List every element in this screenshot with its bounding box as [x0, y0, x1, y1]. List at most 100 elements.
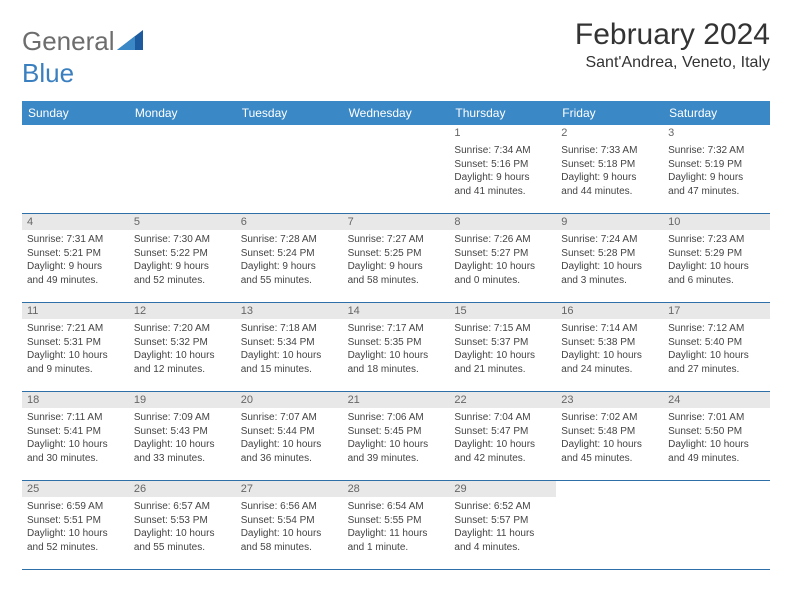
- day-info: Sunrise: 7:02 AMSunset: 5:48 PMDaylight:…: [561, 411, 658, 465]
- day-info-line: Daylight: 10 hours: [134, 438, 231, 452]
- day-info-line: and 30 minutes.: [27, 452, 124, 466]
- day-info: Sunrise: 7:06 AMSunset: 5:45 PMDaylight:…: [348, 411, 445, 465]
- day-info-line: Sunset: 5:53 PM: [134, 514, 231, 528]
- day-info-line: and 0 minutes.: [454, 274, 551, 288]
- day-info-line: Daylight: 10 hours: [27, 527, 124, 541]
- day-info-line: Sunrise: 7:34 AM: [454, 144, 551, 158]
- day-info-line: Sunset: 5:37 PM: [454, 336, 551, 350]
- day-info: Sunrise: 7:31 AMSunset: 5:21 PMDaylight:…: [27, 233, 124, 287]
- day-number: 3: [663, 125, 770, 141]
- calendar-day: 25Sunrise: 6:59 AMSunset: 5:51 PMDayligh…: [22, 481, 129, 569]
- day-info: Sunrise: 7:09 AMSunset: 5:43 PMDaylight:…: [134, 411, 231, 465]
- day-info-line: Daylight: 11 hours: [454, 527, 551, 541]
- day-number: 10: [663, 214, 770, 230]
- day-info-line: and 45 minutes.: [561, 452, 658, 466]
- day-info: Sunrise: 7:18 AMSunset: 5:34 PMDaylight:…: [241, 322, 338, 376]
- day-info-line: Daylight: 9 hours: [348, 260, 445, 274]
- day-info-line: Daylight: 10 hours: [561, 260, 658, 274]
- day-info-line: and 21 minutes.: [454, 363, 551, 377]
- day-info-line: Sunrise: 7:06 AM: [348, 411, 445, 425]
- day-info-line: Sunrise: 7:11 AM: [27, 411, 124, 425]
- day-info-line: Sunrise: 7:28 AM: [241, 233, 338, 247]
- day-info-line: Daylight: 9 hours: [561, 171, 658, 185]
- day-info-line: and 47 minutes.: [668, 185, 765, 199]
- day-info: Sunrise: 6:52 AMSunset: 5:57 PMDaylight:…: [454, 500, 551, 554]
- calendar-day: 4Sunrise: 7:31 AMSunset: 5:21 PMDaylight…: [22, 214, 129, 302]
- day-info-line: Sunrise: 6:54 AM: [348, 500, 445, 514]
- day-info-line: Daylight: 10 hours: [668, 260, 765, 274]
- calendar-day: 15 Sunrise: 7:15 AMSunset: 5:37 PMDayligh…: [449, 303, 556, 391]
- day-info-line: Sunset: 5:51 PM: [27, 514, 124, 528]
- calendar-day-blank: [343, 125, 450, 213]
- day-number: 12: [129, 303, 236, 319]
- calendar-day-blank: [556, 481, 663, 569]
- day-number: 19: [129, 392, 236, 408]
- day-info-line: Sunset: 5:44 PM: [241, 425, 338, 439]
- day-number: 26: [129, 481, 236, 497]
- calendar-day-blank: [129, 125, 236, 213]
- calendar-day: 27 Sunrise: 6:56 AMSunset: 5:54 PMDayligh…: [236, 481, 343, 569]
- calendar-day: 19 Sunrise: 7:09 AMSunset: 5:43 PMDayligh…: [129, 392, 236, 480]
- day-number: 7: [343, 214, 450, 230]
- day-info-line: Sunrise: 7:01 AM: [668, 411, 765, 425]
- calendar-day: 12Sunrise: 7:20 AMSunset: 5:32 PMDayligh…: [129, 303, 236, 391]
- day-info-line: Daylight: 10 hours: [454, 260, 551, 274]
- day-info-line: and 27 minutes.: [668, 363, 765, 377]
- day-info: Sunrise: 7:24 AMSunset: 5:28 PMDaylight:…: [561, 233, 658, 287]
- weekday-header: Wednesday: [343, 101, 450, 125]
- weekday-header-row: Sunday Monday Tuesday Wednesday Thursday…: [22, 101, 770, 125]
- day-info-line: Sunset: 5:55 PM: [348, 514, 445, 528]
- day-info-line: Sunset: 5:22 PM: [134, 247, 231, 261]
- day-info-line: Sunrise: 7:15 AM: [454, 322, 551, 336]
- day-number: 8: [449, 214, 556, 230]
- day-info-line: Sunrise: 7:30 AM: [134, 233, 231, 247]
- calendar-day-blank: [663, 481, 770, 569]
- day-info-line: Sunset: 5:28 PM: [561, 247, 658, 261]
- day-info-line: Sunset: 5:25 PM: [348, 247, 445, 261]
- day-info-line: and 49 minutes.: [668, 452, 765, 466]
- calendar-day: 23Sunrise: 7:02 AMSunset: 5:48 PMDayligh…: [556, 392, 663, 480]
- day-info-line: Sunset: 5:18 PM: [561, 158, 658, 172]
- calendar-week: 1Sunrise: 7:34 AMSunset: 5:16 PMDaylight…: [22, 125, 770, 214]
- day-number: 22: [449, 392, 556, 408]
- calendar-day: 21Sunrise: 7:06 AMSunset: 5:45 PMDayligh…: [343, 392, 450, 480]
- day-info: Sunrise: 7:01 AMSunset: 5:50 PMDaylight:…: [668, 411, 765, 465]
- calendar-day: 16Sunrise: 7:14 AMSunset: 5:38 PMDayligh…: [556, 303, 663, 391]
- month-title: February 2024: [575, 18, 770, 52]
- day-info-line: Sunset: 5:34 PM: [241, 336, 338, 350]
- day-info-line: Sunset: 5:31 PM: [27, 336, 124, 350]
- day-info: Sunrise: 7:32 AMSunset: 5:19 PMDaylight:…: [668, 144, 765, 198]
- day-info-line: Daylight: 10 hours: [134, 527, 231, 541]
- day-info-line: and 55 minutes.: [134, 541, 231, 555]
- day-info-line: Sunset: 5:27 PM: [454, 247, 551, 261]
- calendar-week: 18Sunrise: 7:11 AMSunset: 5:41 PMDayligh…: [22, 392, 770, 481]
- day-info-line: and 41 minutes.: [454, 185, 551, 199]
- day-info-line: Sunset: 5:35 PM: [348, 336, 445, 350]
- day-info: Sunrise: 7:15 AMSunset: 5:37 PMDaylight:…: [454, 322, 551, 376]
- calendar: Sunday Monday Tuesday Wednesday Thursday…: [22, 101, 770, 570]
- weekday-header: Saturday: [663, 101, 770, 125]
- day-info-line: Daylight: 10 hours: [348, 438, 445, 452]
- day-info: Sunrise: 7:28 AMSunset: 5:24 PMDaylight:…: [241, 233, 338, 287]
- day-number: 20: [236, 392, 343, 408]
- weekday-header: Thursday: [449, 101, 556, 125]
- day-number: 15: [449, 303, 556, 319]
- day-number: 27: [236, 481, 343, 497]
- day-info: Sunrise: 6:56 AMSunset: 5:54 PMDaylight:…: [241, 500, 338, 554]
- day-info-line: Daylight: 10 hours: [348, 349, 445, 363]
- day-number: 6: [236, 214, 343, 230]
- day-info-line: Daylight: 10 hours: [27, 438, 124, 452]
- calendar-day: 24Sunrise: 7:01 AMSunset: 5:50 PMDayligh…: [663, 392, 770, 480]
- day-info-line: and 55 minutes.: [241, 274, 338, 288]
- day-info: Sunrise: 7:26 AMSunset: 5:27 PMDaylight:…: [454, 233, 551, 287]
- day-number: 5: [129, 214, 236, 230]
- day-info-line: Sunrise: 7:02 AM: [561, 411, 658, 425]
- calendar-day: 3 Sunrise: 7:32 AMSunset: 5:19 PMDaylight…: [663, 125, 770, 213]
- day-info-line: and 24 minutes.: [561, 363, 658, 377]
- day-info-line: Daylight: 9 hours: [134, 260, 231, 274]
- day-number: 18: [22, 392, 129, 408]
- day-info-line: Sunrise: 7:33 AM: [561, 144, 658, 158]
- day-info-line: Daylight: 11 hours: [348, 527, 445, 541]
- day-info-line: Daylight: 10 hours: [134, 349, 231, 363]
- calendar-week: 11Sunrise: 7:21 AMSunset: 5:31 PMDayligh…: [22, 303, 770, 392]
